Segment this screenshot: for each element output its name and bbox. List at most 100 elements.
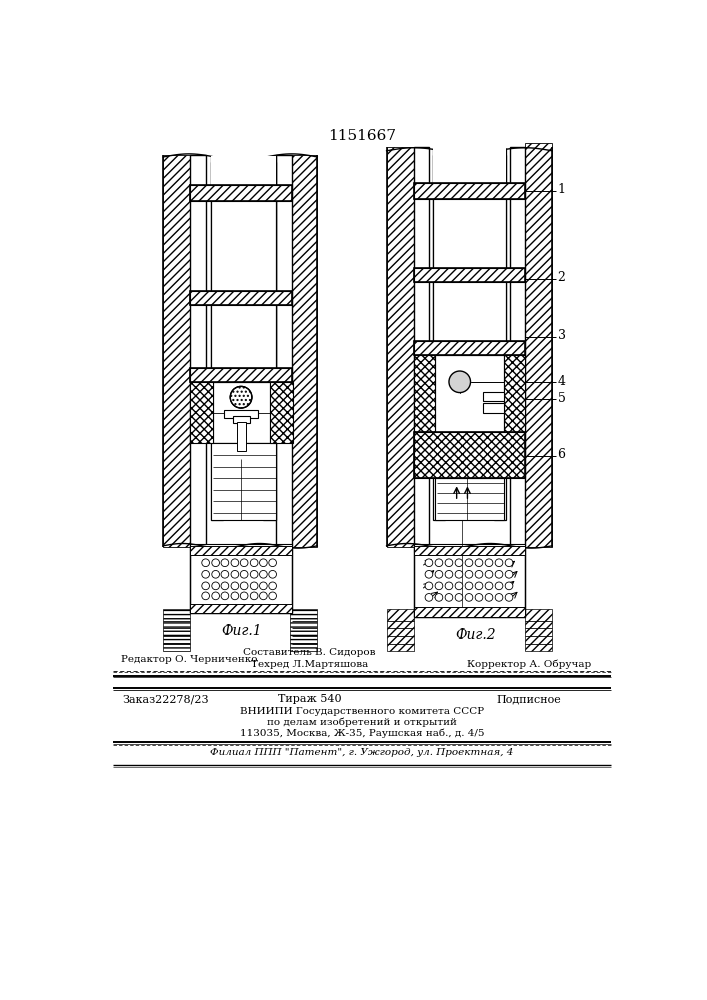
Circle shape bbox=[231, 570, 239, 578]
Circle shape bbox=[435, 570, 443, 578]
Circle shape bbox=[201, 570, 209, 578]
Text: Техред Л.Мартяшова: Техред Л.Мартяшова bbox=[251, 660, 368, 669]
Circle shape bbox=[485, 582, 493, 590]
Bar bbox=[387, 609, 414, 651]
Bar bbox=[493, 155, 506, 520]
Circle shape bbox=[230, 386, 252, 408]
Bar bbox=[190, 382, 214, 443]
Circle shape bbox=[455, 582, 463, 590]
Bar bbox=[190, 546, 292, 555]
Bar bbox=[190, 155, 206, 547]
Circle shape bbox=[455, 594, 463, 601]
Circle shape bbox=[449, 371, 471, 393]
Bar bbox=[387, 147, 414, 547]
Bar bbox=[414, 607, 525, 617]
Text: 5: 5 bbox=[558, 392, 566, 405]
Circle shape bbox=[231, 582, 239, 590]
Circle shape bbox=[269, 559, 276, 567]
Text: Подписное: Подписное bbox=[496, 694, 561, 704]
Circle shape bbox=[445, 582, 452, 590]
Bar bbox=[269, 382, 293, 443]
Bar bbox=[433, 148, 506, 183]
Text: ВНИИПИ Государственного комитета СССР: ВНИИПИ Государственного комитета СССР bbox=[240, 707, 484, 716]
Bar bbox=[525, 609, 552, 651]
Circle shape bbox=[495, 594, 503, 601]
Bar bbox=[190, 368, 292, 382]
Circle shape bbox=[240, 592, 248, 600]
Bar bbox=[510, 147, 525, 547]
Circle shape bbox=[485, 570, 493, 578]
Circle shape bbox=[269, 592, 276, 600]
Circle shape bbox=[485, 559, 493, 567]
Bar bbox=[433, 155, 445, 520]
Circle shape bbox=[465, 570, 473, 578]
Circle shape bbox=[475, 559, 483, 567]
Circle shape bbox=[240, 570, 248, 578]
Bar bbox=[414, 432, 525, 478]
Text: 3: 3 bbox=[558, 329, 566, 342]
Bar bbox=[163, 155, 190, 547]
Circle shape bbox=[465, 582, 473, 590]
Circle shape bbox=[250, 592, 258, 600]
Text: 1151667: 1151667 bbox=[328, 129, 396, 143]
Circle shape bbox=[230, 386, 252, 408]
Circle shape bbox=[259, 559, 267, 567]
Circle shape bbox=[485, 594, 493, 601]
Circle shape bbox=[445, 559, 452, 567]
Bar bbox=[190, 368, 292, 382]
Circle shape bbox=[221, 592, 229, 600]
Bar bbox=[211, 201, 276, 291]
Circle shape bbox=[475, 570, 483, 578]
Text: Заказ22278/23: Заказ22278/23 bbox=[122, 694, 209, 704]
Bar bbox=[190, 544, 292, 613]
Circle shape bbox=[495, 570, 503, 578]
Bar bbox=[211, 162, 223, 520]
Text: 113035, Москва, Ж-35, Раушская наб., д. 4/5: 113035, Москва, Ж-35, Раушская наб., д. … bbox=[240, 728, 484, 738]
Circle shape bbox=[212, 570, 219, 578]
Circle shape bbox=[475, 582, 483, 590]
Bar bbox=[435, 355, 503, 432]
Circle shape bbox=[495, 582, 503, 590]
Bar bbox=[190, 185, 292, 201]
Circle shape bbox=[250, 570, 258, 578]
Circle shape bbox=[269, 570, 276, 578]
Circle shape bbox=[506, 594, 513, 601]
Circle shape bbox=[201, 592, 209, 600]
Circle shape bbox=[259, 592, 267, 600]
Bar bbox=[483, 403, 504, 413]
Text: 2: 2 bbox=[558, 271, 566, 284]
Bar bbox=[211, 305, 276, 368]
Circle shape bbox=[425, 582, 433, 590]
Text: 4: 4 bbox=[558, 375, 566, 388]
Circle shape bbox=[221, 582, 229, 590]
Circle shape bbox=[259, 570, 267, 578]
Bar bbox=[291, 155, 317, 547]
Circle shape bbox=[465, 559, 473, 567]
Bar bbox=[211, 443, 276, 520]
Circle shape bbox=[445, 594, 452, 601]
Circle shape bbox=[435, 582, 443, 590]
Circle shape bbox=[240, 582, 248, 590]
Bar bbox=[483, 392, 504, 401]
Circle shape bbox=[455, 570, 463, 578]
Text: Фиг.2: Фиг.2 bbox=[455, 628, 496, 642]
Circle shape bbox=[435, 559, 443, 567]
Circle shape bbox=[425, 559, 433, 567]
Bar bbox=[264, 162, 276, 520]
Circle shape bbox=[231, 559, 239, 567]
Circle shape bbox=[475, 594, 483, 601]
Circle shape bbox=[221, 570, 229, 578]
Bar bbox=[163, 609, 190, 651]
Bar bbox=[211, 156, 276, 185]
Bar bbox=[190, 291, 292, 305]
Bar bbox=[190, 604, 292, 613]
Bar bbox=[414, 147, 429, 547]
Bar bbox=[291, 609, 317, 651]
Bar bbox=[433, 282, 506, 341]
Text: Составитель В. Сидоров: Составитель В. Сидоров bbox=[243, 648, 376, 657]
Bar bbox=[414, 268, 525, 282]
Circle shape bbox=[250, 559, 258, 567]
Bar bbox=[414, 183, 525, 199]
Bar bbox=[214, 382, 269, 443]
Circle shape bbox=[455, 559, 463, 567]
